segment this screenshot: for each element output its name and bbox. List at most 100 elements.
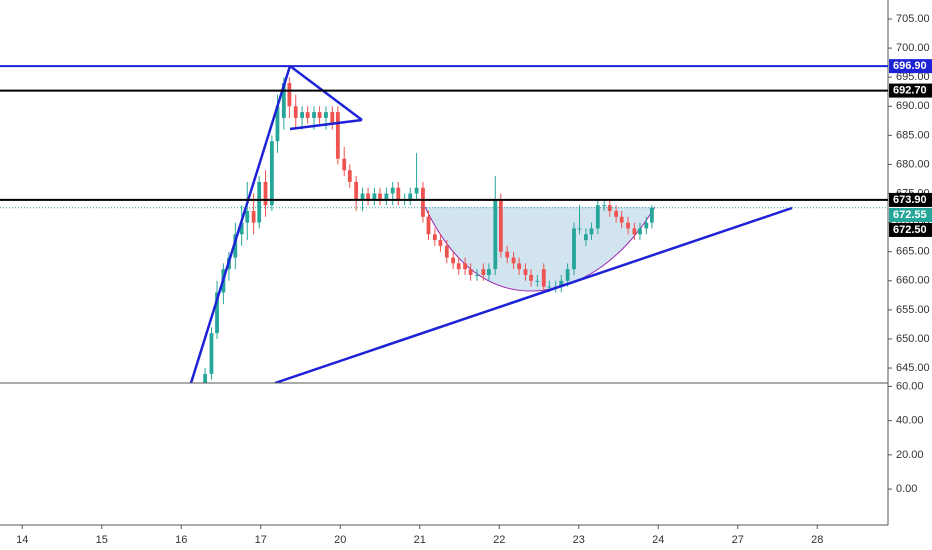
candle-body [342, 158, 347, 171]
x-tick-label: 17 [255, 534, 267, 546]
candle-body [541, 269, 546, 287]
candle-body [559, 280, 564, 287]
candle-body [481, 269, 486, 275]
x-tick-label: 14 [16, 534, 28, 546]
candle-body [487, 269, 491, 275]
candle-body [269, 141, 274, 206]
trend-line [189, 65, 292, 383]
price-label-box [889, 83, 932, 98]
candle-body [463, 263, 467, 270]
candle-body [438, 240, 443, 246]
candle-body [239, 222, 244, 235]
price-label-box [889, 207, 932, 222]
support-line [274, 206, 793, 383]
candle-body [354, 181, 359, 200]
y-tick-label: 655.00 [896, 304, 930, 316]
candle-body [396, 187, 401, 200]
y-tick-label: 645.00 [896, 362, 930, 374]
candle-body [317, 112, 322, 118]
candle-body [305, 112, 310, 118]
candle-body [257, 181, 262, 223]
candle-body [565, 269, 570, 281]
price-label: 673.90 [893, 194, 927, 206]
candle-body [644, 222, 649, 229]
candle-body [330, 112, 335, 124]
candle-body [390, 187, 395, 194]
candle-body [547, 286, 552, 288]
candle-body [203, 373, 208, 383]
candle-body [505, 251, 510, 258]
x-tick-label: 15 [96, 534, 108, 546]
candle-body [335, 112, 340, 159]
candle-body [517, 263, 522, 270]
candle-body [456, 263, 461, 270]
candle-body [366, 193, 370, 200]
x-tick-label: 27 [732, 534, 744, 546]
y-tick-label: 0.00 [896, 483, 917, 495]
y-tick-label: 665.00 [896, 246, 930, 258]
candle-body [583, 234, 588, 241]
y-tick-label: 685.00 [896, 129, 930, 141]
candle-body [572, 228, 576, 270]
price-label-box [889, 59, 932, 74]
candle-body [426, 216, 431, 235]
candle-body [408, 193, 413, 200]
candle-body [626, 222, 630, 229]
candle-body [589, 228, 594, 235]
price-label: 672.55 [893, 209, 927, 221]
candle-body [468, 269, 473, 275]
candle-body [614, 210, 619, 217]
x-tick-label: 28 [811, 534, 823, 546]
y-tick-label: 690.00 [896, 100, 930, 112]
candle-body [602, 205, 607, 207]
x-tick-label: 21 [414, 534, 426, 546]
candle-body [287, 83, 292, 107]
candle-body [535, 280, 540, 282]
x-tick-label: 24 [652, 534, 664, 546]
candle-body [384, 193, 389, 200]
y-tick-label: 40.00 [896, 415, 924, 427]
y-tick-label: 60.00 [896, 380, 924, 392]
candle-body [493, 199, 498, 270]
candle-body [649, 207, 654, 223]
y-tick-label: 680.00 [896, 158, 930, 170]
price-label-box [889, 192, 932, 207]
main-pane [203, 77, 656, 383]
candle-body [324, 112, 328, 118]
candle-body [215, 292, 219, 334]
candle-body [421, 187, 425, 217]
x-tick-label: 20 [334, 534, 346, 546]
drawings [189, 65, 793, 383]
candle-body [529, 274, 533, 281]
triangle-line [289, 65, 363, 121]
candle-body [475, 274, 479, 276]
candle-body [281, 83, 286, 118]
candle-body [444, 245, 449, 258]
y-tick-label: 695.00 [896, 71, 930, 83]
price-label: 672.50 [893, 224, 927, 236]
candle-body [619, 216, 624, 223]
candle-body [360, 193, 365, 200]
candle-body [632, 228, 637, 235]
candle-body [372, 193, 377, 200]
candle-body [233, 234, 238, 258]
y-tick-label: 20.00 [896, 449, 924, 461]
x-tick-label: 22 [493, 534, 505, 546]
y-tick-label: 700.00 [896, 42, 930, 54]
candle-body [511, 257, 516, 264]
candle-body [378, 193, 382, 200]
candle-body [347, 170, 352, 182]
y-tick-label: 650.00 [896, 333, 930, 345]
candle-body [498, 199, 503, 252]
candle-body [251, 210, 256, 223]
y-tick-label: 705.00 [896, 13, 930, 25]
x-tick-label: 23 [573, 534, 585, 546]
price-label: 692.70 [893, 84, 927, 96]
candle-body [638, 228, 642, 235]
candle-body [595, 205, 600, 229]
candle-body [245, 210, 250, 223]
cup-curve [424, 206, 656, 292]
candle-body [312, 112, 316, 118]
